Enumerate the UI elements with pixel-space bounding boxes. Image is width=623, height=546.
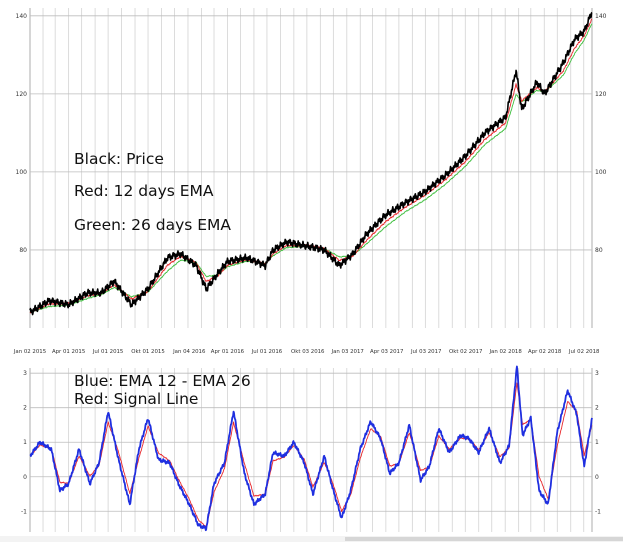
price-legend: Black: Price Red: 12 days EMA Green: 26 da… [74, 150, 231, 234]
price-legend-item: Green: 26 days EMA [74, 216, 231, 234]
date-tick-label: Jul 01 2015 [92, 349, 124, 355]
horizontal-scrollbar[interactable] [0, 536, 623, 542]
macd-line [29, 365, 593, 532]
date-tick-label: Okt 03 2016 [291, 349, 325, 355]
price-y-axis: 80 80 100 100 120 120 140 140 [16, 13, 607, 254]
price-legend-item: Black: Price [74, 150, 164, 168]
date-tick-label: Apr 01 2015 [52, 349, 85, 355]
price-grid [29, 8, 593, 328]
date-tick-label: Jan 02 2018 [488, 349, 522, 355]
date-tick-label: Jul 02 2018 [568, 349, 600, 355]
date-tick-label: Apr 01 2016 [211, 349, 245, 355]
price-line [29, 11, 593, 316]
macd-series-group [29, 365, 593, 532]
price-y-tick-label-left: 140 [16, 13, 28, 20]
date-tick-label: Jan 04 2016 [172, 349, 206, 355]
macd-y-tick-label-right: 2 [595, 405, 599, 412]
price-y-tick-label-right: 100 [595, 169, 607, 176]
date-tick-label: Okt 02 2017 [449, 349, 482, 355]
date-tick-label: Apr 03 2017 [370, 349, 403, 355]
macd-y-tick-label-right: 1 [595, 439, 599, 446]
price-y-tick-label-right: 80 [595, 247, 603, 254]
macd-legend-item: Blue: EMA 12 - EMA 26 [74, 372, 251, 390]
date-tick-label: Jan 03 2017 [331, 349, 364, 355]
date-tick-label: Jul 01 2016 [251, 349, 283, 355]
price-y-tick-label-right: 140 [595, 13, 607, 20]
date-tick-label: Jul 03 2017 [410, 349, 442, 355]
price-y-tick-label-left: 100 [16, 169, 28, 176]
price-panel: 80 80 100 100 120 120 140 140 Black: Price Red: … [16, 8, 607, 328]
price-y-tick-label-right: 120 [595, 91, 607, 98]
macd-y-tick-label-left: -1 [21, 508, 27, 515]
macd-y-axis: -1 -1 0 0 1 1 2 2 3 3 [21, 370, 601, 515]
macd-y-tick-label-left: 2 [23, 405, 27, 412]
price-y-tick-label-left: 120 [16, 91, 28, 98]
price-legend-item: Red: 12 days EMA [74, 182, 214, 200]
macd-y-tick-label-left: 1 [23, 439, 27, 446]
date-tick-label: Okt 01 2015 [131, 349, 164, 355]
macd-legend-item: Red: Signal Line [74, 390, 198, 408]
date-tick-label: Apr 02 2018 [528, 349, 562, 355]
signal-line [29, 382, 593, 527]
macd-y-tick-label-left: 3 [23, 370, 27, 377]
macd-y-tick-label-left: 0 [23, 474, 27, 481]
date-tick-label: Jan 02 2015 [13, 349, 46, 355]
macd-y-tick-label-right: 3 [595, 370, 599, 377]
scrollbar-thumb[interactable] [345, 537, 623, 541]
price-y-tick-label-left: 80 [19, 247, 27, 254]
macd-y-tick-label-right: -1 [595, 508, 601, 515]
price-series-group [29, 11, 593, 316]
macd-y-tick-label-right: 0 [595, 474, 599, 481]
date-axis: Jan 02 2015 Apr 01 2015 Jul 01 2015 Okt 01 … [13, 349, 600, 355]
